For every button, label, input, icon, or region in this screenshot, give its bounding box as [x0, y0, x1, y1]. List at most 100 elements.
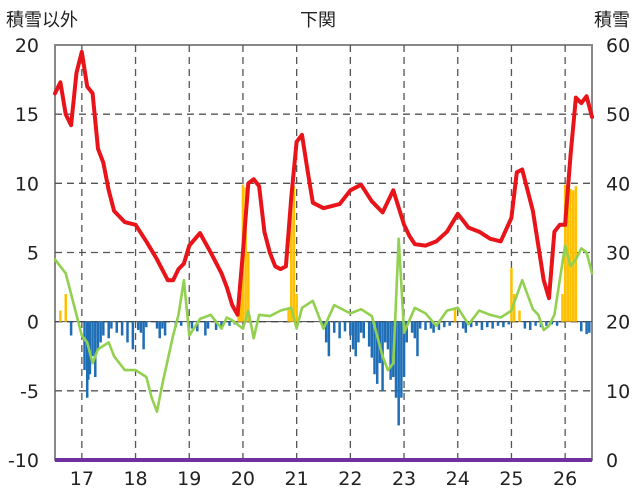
- snow-bar: [375, 321, 379, 384]
- snow-bar: [287, 307, 290, 322]
- left-tick-label: -10: [8, 450, 39, 472]
- green-series-line: [53, 237, 594, 413]
- snow-bar: [464, 321, 468, 333]
- snow-bar: [161, 321, 164, 329]
- left-tick-label: 5: [27, 243, 39, 265]
- snow-bar: [555, 321, 559, 326]
- snow-bar: [91, 321, 94, 357]
- snow-bar: [461, 321, 465, 329]
- snow-bar: [292, 186, 296, 322]
- snow-bar: [424, 321, 427, 330]
- snow-bar: [512, 294, 516, 322]
- snow-bar: [507, 321, 511, 325]
- snow-bar: [510, 267, 513, 322]
- right-tick-label: 0: [606, 450, 618, 472]
- x-tick-label: 19: [177, 468, 201, 490]
- left-tick-label: -5: [20, 381, 39, 403]
- snow-bar: [196, 321, 199, 332]
- snow-bar: [561, 294, 564, 322]
- snow-bar: [64, 294, 67, 322]
- snow-bar: [349, 321, 352, 336]
- snow-bar: [228, 321, 231, 326]
- snow-bar: [486, 321, 489, 328]
- snow-bar: [496, 321, 500, 326]
- snow-bar: [239, 294, 243, 322]
- right-tick-label: 10: [606, 381, 630, 403]
- snow-bar: [367, 321, 371, 347]
- snow-bar: [324, 321, 328, 343]
- left-tick-label: 20: [15, 35, 39, 57]
- x-tick-label: 20: [231, 468, 255, 490]
- snow-bar: [220, 321, 223, 328]
- snow-bar: [136, 321, 140, 330]
- x-tick-label: 22: [338, 468, 362, 490]
- snow-bar: [290, 197, 293, 322]
- snow-bar: [386, 321, 390, 350]
- right-tick-label: 50: [606, 104, 630, 126]
- snow-bar: [163, 321, 167, 336]
- snow-bar: [448, 321, 451, 326]
- snow-bar: [244, 187, 247, 322]
- snow-bar: [332, 321, 336, 333]
- snow-bar: [96, 321, 100, 350]
- snow-bar: [588, 321, 591, 333]
- snow-bar: [469, 321, 473, 328]
- snow-bar: [214, 321, 218, 330]
- snow-bar: [475, 321, 478, 326]
- snow-bar: [413, 321, 417, 339]
- snow-bar: [295, 294, 298, 322]
- snow-bar: [480, 321, 484, 330]
- snow-bar: [569, 188, 572, 322]
- snow-bar: [528, 321, 532, 330]
- snow-bar: [571, 190, 575, 322]
- snow-bar: [115, 321, 119, 333]
- left-tick-label: 15: [15, 104, 39, 126]
- snow-bar: [518, 310, 521, 322]
- left-tick-label: 0: [27, 312, 39, 334]
- snow-bar: [523, 321, 527, 329]
- snow-bar: [190, 321, 194, 329]
- snow-bar: [338, 321, 341, 339]
- snow-bar: [179, 321, 183, 326]
- snow-bar: [59, 310, 62, 322]
- axes: 20 60 15 50 10 40 5 30 0 20 -5 10 -10 0 17 18 19 20 21 22 23…: [8, 35, 630, 490]
- x-tick-label: 26: [553, 468, 577, 490]
- x-tick-label: 18: [123, 468, 147, 490]
- snow-bar: [410, 321, 414, 333]
- snow-bar: [83, 321, 86, 371]
- snow-bar: [99, 321, 102, 343]
- snow-bar: [397, 321, 400, 426]
- snow-bar: [131, 321, 135, 350]
- snow-bar: [418, 321, 422, 329]
- snow-bar: [126, 321, 129, 343]
- left-axis-label: 積雪以外: [6, 10, 78, 31]
- snow-bar: [384, 321, 387, 343]
- x-tick-label: 25: [499, 468, 523, 490]
- snow-bar: [354, 321, 357, 357]
- snow-bar: [373, 321, 376, 375]
- right-tick-label: 20: [606, 312, 630, 334]
- snow-bar: [69, 321, 73, 336]
- right-tick-label: 60: [606, 35, 630, 57]
- snow-bar: [443, 321, 446, 328]
- snow-bar: [155, 321, 159, 329]
- snow-bar: [400, 321, 403, 398]
- snow-bar: [416, 321, 419, 357]
- snow-bar: [389, 321, 392, 380]
- line-series: [53, 49, 594, 413]
- snow-bar: [357, 321, 360, 343]
- snow-bar: [107, 321, 110, 339]
- snow-bar: [247, 252, 250, 322]
- snow-bar: [110, 321, 113, 329]
- snow-bar: [142, 321, 145, 350]
- x-tick-label: 24: [446, 468, 470, 490]
- snow-bar: [139, 321, 143, 333]
- snow-bar: [580, 321, 583, 332]
- red-series-line: [53, 49, 594, 317]
- left-tick-label: 10: [15, 173, 39, 195]
- snow-bar: [534, 321, 537, 326]
- snow-bar: [502, 321, 505, 328]
- snow-bar: [432, 321, 435, 333]
- snow-bar: [394, 321, 398, 398]
